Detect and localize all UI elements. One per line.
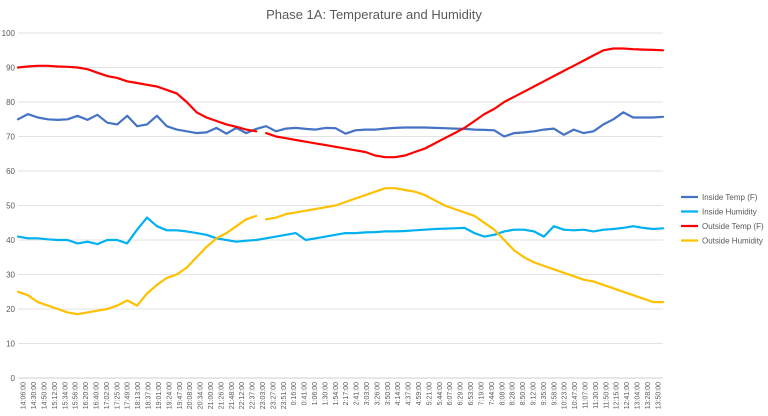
x-tick-label: 9:58:00 bbox=[551, 382, 558, 405]
x-tick-label: 1:06:00 bbox=[312, 382, 319, 405]
gridlines bbox=[18, 32, 663, 379]
x-tick-label: 5:44:00 bbox=[437, 382, 444, 405]
x-tick-label: 2:17:00 bbox=[343, 382, 350, 405]
x-tick-label: 9:35:00 bbox=[541, 382, 548, 405]
x-tick-label: 15:34:00 bbox=[62, 382, 69, 409]
x-tick-label: 14:50:00 bbox=[42, 382, 49, 409]
x-tick-label: 8:50:00 bbox=[520, 382, 527, 405]
x-tick-label: 4:37:00 bbox=[406, 382, 413, 405]
series-line-outside-temp-f bbox=[265, 47, 665, 159]
y-tick-label: 60 bbox=[6, 167, 15, 176]
x-tick-label: 17:02:00 bbox=[104, 382, 111, 409]
x-tick-label: 14:30:00 bbox=[31, 382, 38, 409]
x-tick-label: 6:07:00 bbox=[447, 382, 454, 405]
x-tick-label: 9:12:00 bbox=[530, 382, 537, 405]
x-tick-label: 0:41:00 bbox=[302, 382, 309, 405]
x-tick-label: 3:50:00 bbox=[385, 382, 392, 405]
x-tick-label: 11:30:00 bbox=[593, 382, 600, 409]
x-tick-label: 16:40:00 bbox=[94, 382, 101, 409]
x-tick-label: 16:20:00 bbox=[83, 382, 90, 409]
legend: Inside Temp (F) Inside Humidity Outside Te… bbox=[681, 193, 764, 246]
y-tick-label: 40 bbox=[6, 236, 15, 245]
y-tick-label: 0 bbox=[11, 374, 16, 383]
x-tick-label: 13:50:00 bbox=[655, 382, 662, 409]
x-tick-label: 11:07:00 bbox=[582, 382, 589, 409]
x-tick-label: 23:51:00 bbox=[281, 382, 288, 409]
x-tick-label: 8:08:00 bbox=[499, 382, 506, 405]
legend-label: Inside Humidity bbox=[702, 208, 757, 217]
series-line-inside-temp-f bbox=[16, 111, 665, 138]
x-tick-label: 19:01:00 bbox=[156, 382, 163, 409]
y-tick-label: 20 bbox=[6, 305, 15, 314]
x-tick-label: 3:26:00 bbox=[374, 382, 381, 405]
x-tick-label: 17:25:00 bbox=[114, 382, 121, 409]
x-tick-label: 22:37:00 bbox=[250, 382, 257, 409]
x-tick-label: 11:50:00 bbox=[603, 382, 610, 409]
x-tick-label: 15:56:00 bbox=[73, 382, 80, 409]
x-tick-label: 12:41:00 bbox=[624, 382, 631, 409]
x-tick-label: 19:24:00 bbox=[166, 382, 173, 409]
x-tick-label: 20:08:00 bbox=[187, 382, 194, 409]
x-tick-label: 17:49:00 bbox=[125, 382, 132, 409]
x-tick-label: 21:00:00 bbox=[208, 382, 215, 409]
x-tick-label: 18:37:00 bbox=[146, 382, 153, 409]
series-line-outside-humidity bbox=[265, 187, 665, 304]
y-tick-label: 80 bbox=[6, 98, 15, 107]
x-tick-label: 18:13:00 bbox=[135, 382, 142, 409]
x-tick-label: 8:28:00 bbox=[510, 382, 517, 405]
x-axis-ticks: 14:06:00 14:30:00 14:50:00 15:12:00 15:34:00… bbox=[21, 382, 663, 409]
x-tick-label: 22:12:00 bbox=[239, 382, 246, 409]
x-tick-label: 20:34:00 bbox=[198, 382, 205, 409]
x-tick-label: 10:47:00 bbox=[572, 382, 579, 409]
x-tick-label: 23:03:00 bbox=[260, 382, 267, 409]
x-tick-label: 7:19:00 bbox=[478, 382, 485, 405]
x-tick-label: 0:16:00 bbox=[291, 382, 298, 405]
x-tick-label: 5:21:00 bbox=[426, 382, 433, 405]
y-tick-label: 90 bbox=[6, 64, 15, 73]
x-tick-label: 4:14:00 bbox=[395, 382, 402, 405]
legend-label: Outside Humidity bbox=[702, 237, 763, 246]
series-line-outside-temp-f bbox=[16, 64, 258, 133]
x-tick-label: 19:47:00 bbox=[177, 382, 184, 409]
x-tick-label: 1:30:00 bbox=[322, 382, 329, 405]
x-tick-label: 21:26:00 bbox=[218, 382, 225, 409]
x-tick-label: 12:15:00 bbox=[614, 382, 621, 409]
y-tick-label: 100 bbox=[2, 29, 16, 38]
x-tick-label: 6:29:00 bbox=[458, 382, 465, 405]
x-tick-label: 23:27:00 bbox=[270, 382, 277, 409]
x-tick-label: 3:03:00 bbox=[364, 382, 371, 405]
x-tick-label: 13:04:00 bbox=[634, 382, 641, 409]
x-tick-label: 15:12:00 bbox=[52, 382, 59, 409]
x-tick-label: 10:23:00 bbox=[562, 382, 569, 409]
x-tick-label: 7:44:00 bbox=[489, 382, 496, 405]
legend-label: Outside Temp (F) bbox=[702, 222, 764, 231]
plot-area bbox=[16, 47, 665, 316]
y-tick-label: 50 bbox=[6, 202, 15, 211]
legend-label: Inside Temp (F) bbox=[702, 193, 758, 202]
x-tick-label: 14:06:00 bbox=[21, 382, 28, 409]
x-tick-label: 6:53:00 bbox=[468, 382, 475, 405]
y-tick-label: 30 bbox=[6, 271, 15, 280]
x-tick-label: 2:41:00 bbox=[354, 382, 361, 405]
chart-title: Phase 1A: Temperature and Humidity bbox=[266, 7, 482, 22]
series-line-inside-humidity bbox=[16, 216, 665, 246]
y-tick-label: 70 bbox=[6, 133, 15, 142]
y-tick-label: 10 bbox=[6, 340, 15, 349]
x-tick-label: 21:48:00 bbox=[229, 382, 236, 409]
series-line-outside-humidity bbox=[16, 214, 258, 316]
x-tick-label: 13:28:00 bbox=[645, 382, 652, 409]
x-tick-label: 4:59:00 bbox=[416, 382, 423, 405]
x-tick-label: 1:54:00 bbox=[333, 382, 340, 405]
y-axis-ticks: 0 10 20 30 40 50 60 70 80 90 100 bbox=[2, 29, 16, 383]
